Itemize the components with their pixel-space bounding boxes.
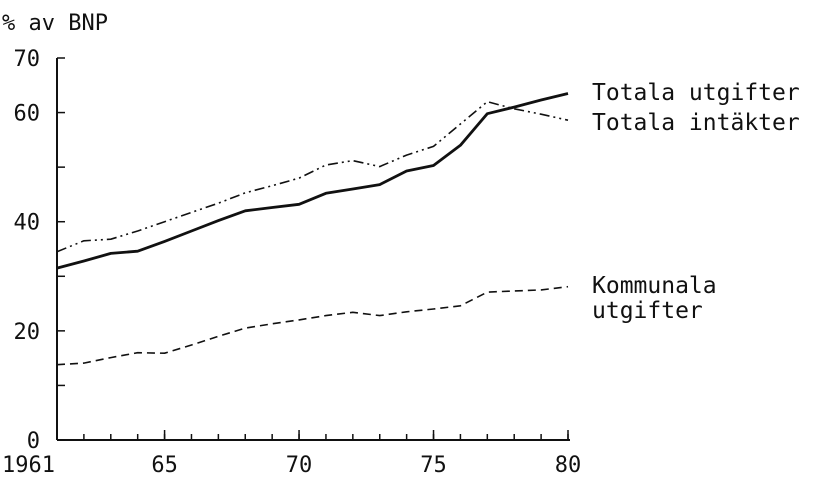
x-tick-label: 80 bbox=[555, 453, 582, 477]
x-ticks: 1961 65 70 75 80 bbox=[2, 430, 581, 477]
label-kommunala-line1: Kommunala bbox=[592, 273, 717, 299]
series-line bbox=[56, 285, 569, 366]
y-tick-label: 70 bbox=[14, 47, 41, 72]
label-totala-intakter: Totala intäkter bbox=[592, 110, 800, 136]
y-tick-label: 20 bbox=[14, 320, 41, 345]
x-tick-label: 70 bbox=[286, 453, 313, 477]
series-line bbox=[56, 92, 569, 270]
x-tick-label: 1961 bbox=[2, 453, 55, 477]
y-tick-label: 0 bbox=[27, 429, 40, 454]
series-lines bbox=[56, 92, 569, 366]
y-axis-label: % av BNP bbox=[2, 11, 108, 36]
label-kommunala-line2: utgifter bbox=[592, 298, 703, 324]
axes bbox=[56, 58, 570, 441]
y-ticks: 0 20 40 60 70 bbox=[14, 47, 65, 454]
label-totala-utgifter: Totala utgifter bbox=[592, 80, 800, 106]
y-tick-label: 40 bbox=[14, 211, 41, 236]
x-tick-label: 65 bbox=[151, 453, 178, 477]
series-line bbox=[56, 100, 569, 253]
x-tick-label: 75 bbox=[420, 453, 447, 477]
y-tick-label: 60 bbox=[14, 102, 41, 127]
series-labels: Totala utgifter Totala intäkter Kommunal… bbox=[592, 80, 800, 324]
